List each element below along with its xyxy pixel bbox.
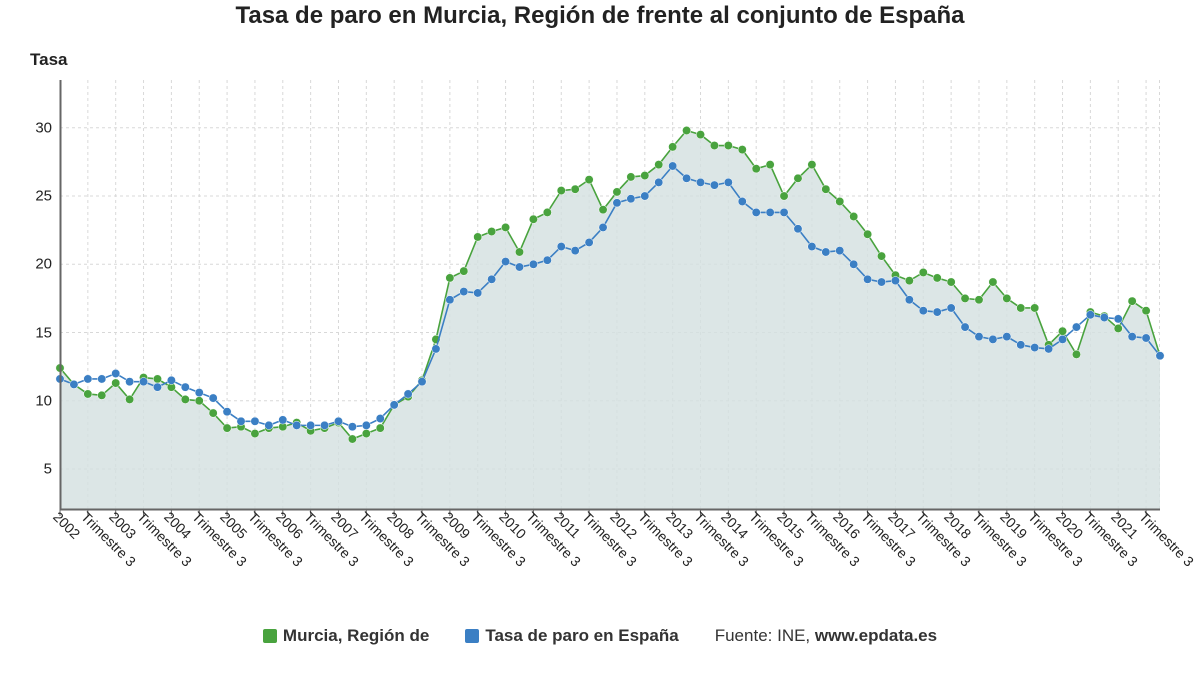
legend-swatch [263, 629, 277, 643]
y-axis-label: Tasa [30, 50, 68, 70]
source-label: Fuente: INE, www.epdata.es [715, 626, 937, 646]
legend-item: Murcia, Región de [263, 626, 429, 646]
y-tick-label: 25 [35, 188, 52, 205]
y-tick-label: 30 [35, 119, 52, 136]
legend-item: Tasa de paro en España [465, 626, 678, 646]
legend-row: Murcia, Región de Tasa de paro en España F… [0, 626, 1200, 646]
y-tick-label: 10 [35, 392, 52, 409]
x-tick-label: Trimestre 3 [1136, 509, 1197, 570]
chart-svg [60, 80, 1160, 510]
x-tick-label: 2002 [50, 509, 83, 542]
chart-title: Tasa de paro en Murcia, Región de frente… [20, 2, 1180, 31]
plot-area: 510152025302002Trimestre 32003Trimestre … [60, 80, 1160, 510]
y-tick-label: 15 [35, 324, 52, 341]
y-tick-label: 5 [44, 461, 52, 478]
chart-container: Tasa de paro en Murcia, Región de frente… [0, 0, 1200, 675]
legend-swatch [465, 629, 479, 643]
y-tick-label: 20 [35, 256, 52, 273]
